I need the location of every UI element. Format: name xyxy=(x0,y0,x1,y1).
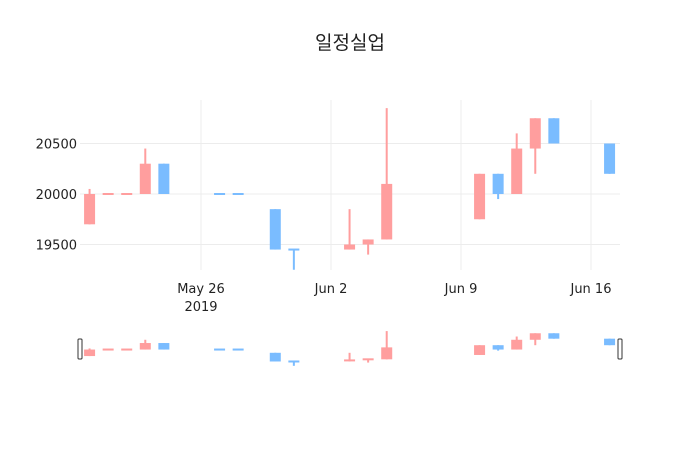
candle-body xyxy=(269,352,281,362)
candle-body xyxy=(381,347,393,360)
candle-body xyxy=(139,163,151,194)
x-tick-label: Jun 16 xyxy=(569,282,611,297)
candle-body xyxy=(232,193,244,195)
chart-title: 일정실업 xyxy=(315,32,385,54)
candle-body xyxy=(529,333,541,340)
candle-body xyxy=(362,239,374,245)
candle-body xyxy=(84,349,96,357)
candle-body xyxy=(158,343,170,350)
candle-body xyxy=(474,173,486,220)
candle-body xyxy=(139,343,151,350)
x-tick-label: Jun 2 xyxy=(314,282,348,297)
candle-body xyxy=(84,194,96,225)
candle-body xyxy=(102,348,114,351)
range-slider-left-handle[interactable] xyxy=(77,338,83,360)
candle-body xyxy=(548,333,560,339)
candle-body xyxy=(548,118,560,144)
candle-body xyxy=(232,348,244,351)
candle-body xyxy=(344,244,356,250)
x-axis-ticks: May 26 Jun 2 Jun 9 Jun 16 2019 xyxy=(177,282,611,315)
candle-body xyxy=(381,183,393,240)
candle-body xyxy=(344,359,356,362)
candle-body xyxy=(288,360,300,363)
y-tick-label: 20000 xyxy=(36,188,77,203)
candles-main xyxy=(84,108,616,270)
candle-body xyxy=(511,339,523,350)
x-tick-label: May 26 xyxy=(177,282,225,297)
y-tick-label: 20500 xyxy=(36,138,77,153)
candle-body xyxy=(288,248,300,251)
candle-body xyxy=(604,143,616,174)
candle-body xyxy=(604,338,616,346)
candle-body xyxy=(492,173,504,194)
x-tick-label: Jun 9 xyxy=(444,282,478,297)
candle-body xyxy=(492,345,504,350)
candle-body xyxy=(362,358,374,361)
range-slider-right-handle[interactable] xyxy=(617,338,623,360)
candle-body xyxy=(158,163,170,194)
x-tick-year: 2019 xyxy=(184,300,217,315)
candle-body xyxy=(121,193,133,195)
candle-body xyxy=(102,193,114,195)
candle-body xyxy=(269,209,281,250)
candle-body xyxy=(529,118,541,149)
candle-body xyxy=(474,345,486,355)
y-tick-label: 19500 xyxy=(36,239,77,254)
candle-body xyxy=(121,348,133,351)
range-slider[interactable] xyxy=(77,331,623,366)
candle-body xyxy=(511,148,523,194)
candle-body xyxy=(214,348,226,351)
y-axis-ticks: 19500 20000 20500 xyxy=(36,138,77,254)
candle-body xyxy=(214,193,226,195)
